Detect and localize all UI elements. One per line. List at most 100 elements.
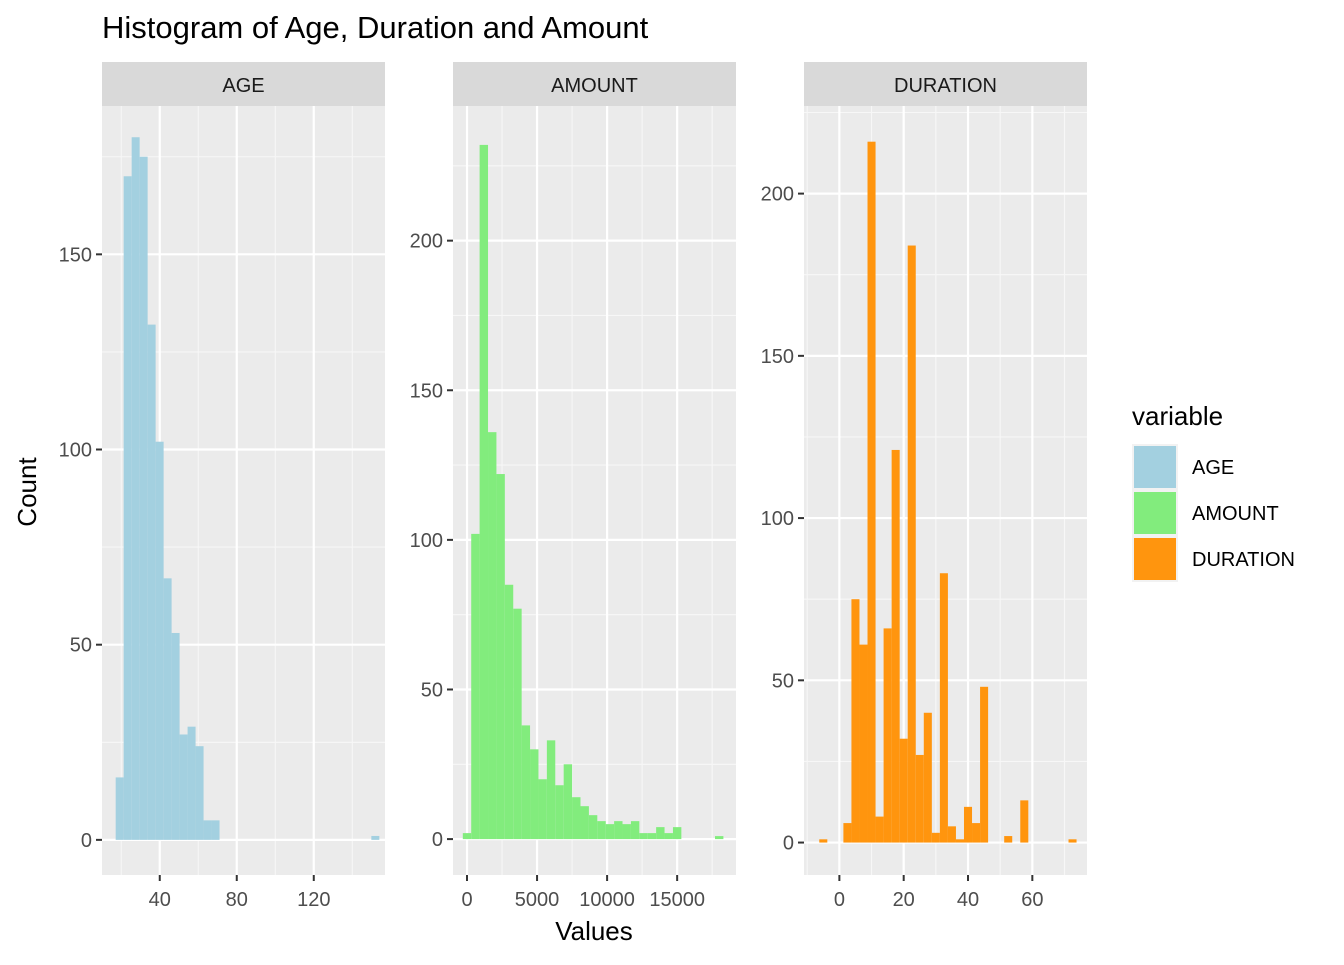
legend-item-amount: AMOUNT — [1132, 490, 1279, 536]
strip-amount — [453, 62, 736, 106]
histogram-bar-age — [371, 835, 380, 840]
chart-title: Histogram of Age, Duration and Amount — [102, 10, 649, 45]
legend-item-duration: DURATION — [1132, 536, 1295, 582]
y-tick-label: 100 — [59, 440, 92, 462]
histogram-bar-amount — [622, 824, 631, 840]
histogram-bar-amount — [588, 815, 598, 840]
y-tick-label: 50 — [70, 635, 92, 657]
strip-duration — [804, 62, 1087, 106]
histogram-bar-age — [147, 324, 156, 840]
panel-amount: AMOUNT 0 50 100 150 200 0 5000 10000 15000 — [410, 62, 736, 911]
histogram-bar-age — [171, 632, 180, 840]
x-tick-label: 40 — [149, 889, 171, 911]
x-tick-label: 120 — [297, 889, 330, 911]
histogram-bar-age — [195, 746, 204, 840]
histogram-bar-duration — [867, 141, 876, 843]
histogram-bar-duration — [972, 823, 981, 843]
panel-age: AGE 0 50 100 150 40 80 120 — [59, 62, 385, 911]
histogram-bar-duration — [955, 839, 964, 843]
histogram-bar-duration — [915, 754, 924, 843]
histogram-bar-amount — [572, 797, 581, 840]
histogram-bar-duration — [891, 449, 900, 843]
histogram-bar-amount — [530, 749, 539, 840]
histogram-bar-age — [179, 734, 188, 840]
legend-item-age: AGE — [1132, 444, 1234, 490]
histogram-bar-age — [131, 137, 140, 840]
histogram-bar-age — [187, 726, 196, 840]
strip-age — [102, 62, 385, 106]
x-tick-label: 20 — [893, 889, 915, 911]
y-tick-label: 0 — [432, 829, 443, 851]
y-tick-label: 50 — [421, 679, 443, 701]
x-tick-label: 40 — [957, 889, 979, 911]
y-tick-label: 200 — [410, 231, 443, 253]
y-tick-label: 50 — [772, 670, 794, 692]
y-tick-label: 0 — [81, 830, 92, 852]
legend-label-amount: AMOUNT — [1192, 503, 1279, 525]
legend-swatch-age — [1134, 446, 1176, 488]
histogram-bar-age — [203, 820, 212, 840]
histogram-bar-duration — [980, 686, 989, 843]
histogram-bar-duration — [875, 816, 884, 843]
histogram-bar-duration — [819, 839, 828, 843]
histogram-bar-amount — [496, 474, 505, 840]
histogram-bar-duration — [907, 245, 916, 843]
y-tick-label: 100 — [410, 530, 443, 552]
strip-label-duration: DURATION — [894, 75, 997, 97]
histogram-bar-amount — [479, 144, 489, 840]
histogram-bar-amount — [504, 584, 514, 840]
histogram-bar-age — [163, 578, 172, 840]
histogram-bar-amount — [672, 827, 682, 840]
x-tick-label: 80 — [226, 889, 248, 911]
histogram-bar-duration — [883, 628, 892, 843]
x-tick-label: 0 — [461, 889, 472, 911]
histogram-bar-duration — [947, 826, 956, 843]
histogram-bar-duration — [1020, 800, 1029, 843]
strip-label-age: AGE — [222, 75, 264, 97]
histogram-bar-age — [155, 441, 164, 840]
histogram-bar-amount — [605, 824, 615, 840]
histogram-bar-duration — [923, 712, 932, 843]
histogram-bar-duration — [851, 599, 860, 843]
panel-duration: DURATION 0 50 100 150 200 0 20 40 60 — [761, 62, 1087, 911]
x-tick-label: 15000 — [649, 889, 705, 911]
x-axis-title: Values — [555, 916, 633, 946]
x-tick-label: 0 — [834, 889, 845, 911]
histogram-bar-amount — [546, 740, 556, 840]
histogram-bar-amount — [639, 833, 648, 840]
histogram-bar-duration — [843, 823, 852, 843]
histogram-bar-duration — [1004, 836, 1013, 843]
legend-label-age: AGE — [1192, 457, 1234, 479]
histogram-bar-amount — [555, 785, 564, 840]
histogram-bar-age — [115, 777, 124, 840]
histogram-bar-duration — [963, 806, 973, 843]
histogram-bar-age — [211, 820, 220, 840]
y-tick-label: 200 — [761, 184, 794, 206]
histogram-bar-amount — [656, 827, 665, 840]
y-tick-label: 100 — [761, 508, 794, 530]
histogram-bar-amount — [597, 821, 606, 840]
histogram-bar-amount — [580, 806, 589, 840]
histogram-bar-amount — [647, 833, 657, 840]
histogram-bar-amount — [521, 725, 531, 840]
histogram-bar-duration — [859, 644, 868, 843]
histogram-bar-amount — [714, 836, 724, 840]
histogram-bar-duration — [1068, 839, 1077, 843]
strip-label-amount: AMOUNT — [551, 75, 638, 97]
x-tick-label: 5000 — [515, 889, 560, 911]
histogram-bar-duration — [899, 738, 908, 843]
legend-swatch-duration — [1134, 538, 1176, 580]
legend-label-duration: DURATION — [1192, 549, 1295, 571]
histogram-bar-amount — [488, 432, 497, 840]
y-tick-label: 0 — [783, 833, 794, 855]
y-tick-label: 150 — [761, 346, 794, 368]
x-tick-label: 60 — [1021, 889, 1043, 911]
histogram-bar-age — [139, 156, 148, 840]
histogram-bar-duration — [939, 573, 948, 843]
legend-swatch-amount — [1134, 492, 1176, 534]
histogram-bar-duration — [931, 832, 940, 843]
histogram-bar-age — [123, 176, 132, 840]
histogram-bar-amount — [664, 833, 673, 840]
